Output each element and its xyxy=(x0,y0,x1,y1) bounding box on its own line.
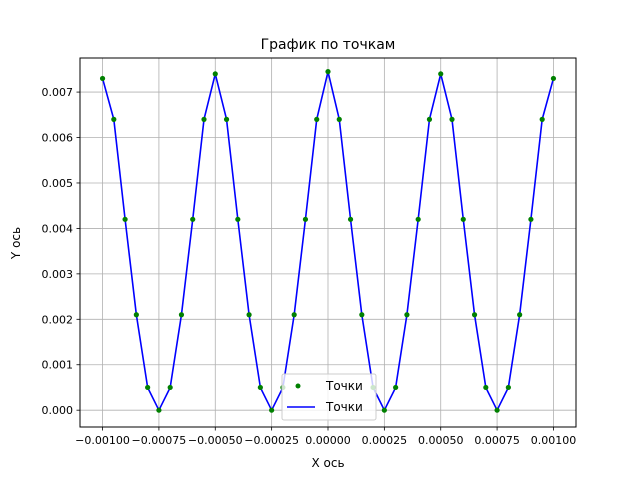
data-point xyxy=(269,407,275,413)
data-point xyxy=(460,216,466,222)
data-point xyxy=(347,216,354,222)
data-point xyxy=(145,384,151,391)
data-point xyxy=(539,116,545,122)
data-point xyxy=(246,312,252,318)
legend-box xyxy=(281,373,377,421)
data-point xyxy=(359,312,365,318)
x-tick-label: 0.00000 xyxy=(305,434,351,447)
data-point xyxy=(99,75,106,82)
data-point xyxy=(167,384,173,391)
data-point xyxy=(449,116,455,122)
data-point xyxy=(426,116,433,122)
data-point xyxy=(122,216,128,222)
y-tick-label: 0.005 xyxy=(42,177,74,190)
plot-area xyxy=(99,69,557,413)
y-tick-label: 0.000 xyxy=(42,404,74,417)
data-point xyxy=(404,312,410,318)
data-point xyxy=(111,116,117,122)
data-point xyxy=(483,384,489,391)
legend-label-points: Точки xyxy=(325,379,363,393)
y-tick-label: 0.002 xyxy=(42,313,74,326)
data-point xyxy=(235,216,241,222)
y-tick-label: 0.001 xyxy=(42,359,74,372)
data-point xyxy=(471,312,478,318)
plot-series xyxy=(99,69,557,413)
legend-label-line: Точки xyxy=(325,400,363,414)
data-point xyxy=(133,312,139,318)
data-point xyxy=(494,407,500,413)
chart-title: График по точкам xyxy=(261,37,396,53)
x-tick-label: −0.00050 xyxy=(188,434,243,447)
data-point xyxy=(438,71,444,77)
legend: Точки Точки xyxy=(281,373,377,421)
x-tick-label: −0.00075 xyxy=(132,434,187,447)
data-point xyxy=(415,216,421,222)
x-tick-label: −0.00100 xyxy=(75,434,130,447)
data-point xyxy=(156,407,162,413)
data-point xyxy=(336,116,342,122)
data-point xyxy=(381,407,387,413)
data-point xyxy=(257,384,263,391)
data-point xyxy=(201,116,207,122)
data-point xyxy=(550,75,557,82)
x-tick-label: 0.00075 xyxy=(474,434,520,447)
data-point xyxy=(314,116,320,122)
data-point xyxy=(223,116,230,122)
y-tick-label: 0.004 xyxy=(42,222,74,235)
x-tick-label: −0.00025 xyxy=(244,434,299,447)
x-tick-label: 0.00025 xyxy=(362,434,408,447)
x-axis-label: X ось xyxy=(311,456,344,470)
data-point xyxy=(528,216,534,222)
data-point xyxy=(212,71,218,77)
data-point xyxy=(291,312,297,318)
y-tick-label: 0.007 xyxy=(42,86,74,99)
data-point xyxy=(190,216,196,222)
data-point xyxy=(325,69,331,75)
data-point xyxy=(302,216,309,222)
data-point xyxy=(517,312,523,318)
y-tick-label: 0.006 xyxy=(42,132,74,145)
data-point xyxy=(393,384,399,391)
data-point xyxy=(178,312,185,318)
y-tick-label: 0.003 xyxy=(42,268,74,281)
data-point xyxy=(505,384,511,391)
legend-marker-dot xyxy=(295,383,301,389)
y-axis-label: Y ось xyxy=(9,227,23,260)
axis-ticks: −0.00100 −0.00075 −0.00050 −0.00025 0.00000 0… xyxy=(42,86,577,447)
x-tick-label: 0.00100 xyxy=(531,434,577,447)
x-tick-label: 0.00050 xyxy=(418,434,464,447)
